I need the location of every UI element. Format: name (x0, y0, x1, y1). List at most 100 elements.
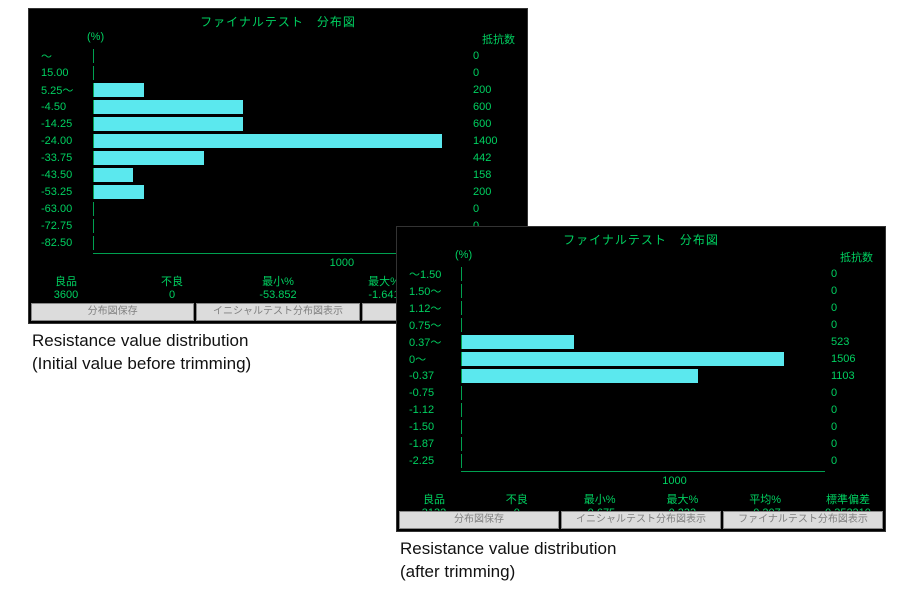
bin-label: -53.25 (41, 186, 93, 198)
bin-label: 5.25～ (41, 82, 93, 98)
panel-title: ファイナルテスト 分布図 (397, 227, 885, 248)
distribution-panel-after: ファイナルテスト 分布図 (%) 抵抗数 ～1.5001.50～01.12～00… (396, 226, 886, 532)
bin-label: ～1.50 (409, 266, 461, 282)
bar-row: ～0 (41, 47, 515, 64)
bar-track (93, 185, 467, 199)
bar-row: 15.00 0 (41, 64, 515, 81)
bar-track (461, 301, 825, 315)
stat-label: 平均% (740, 491, 790, 507)
bar-track (461, 318, 825, 332)
bin-label: -24.00 (41, 135, 93, 147)
bin-label: -0.37 (409, 370, 461, 382)
bar-row: 0.75～0 (409, 316, 873, 333)
bar (462, 352, 784, 366)
bar-row: -0.75 0 (409, 384, 873, 401)
bar (94, 100, 243, 114)
bar-track (93, 168, 467, 182)
stat-value: -53.852 (253, 289, 303, 301)
stat: 最小%-53.852 (253, 273, 303, 301)
bar-row: -1.50 0 (409, 418, 873, 435)
panel-button[interactable]: 分布図保存 (31, 303, 194, 321)
bin-label: -0.75 (409, 387, 461, 399)
count-value: 0 (825, 421, 873, 433)
x-axis-tick: 1000 (330, 257, 354, 269)
stat-label: 最小% (253, 273, 303, 289)
bar-row: -1.87 0 (409, 435, 873, 452)
count-value: 0 (825, 438, 873, 450)
button-row: 分布図保存イニシャルテスト分布図表示ファイナルテスト分布図表示 (397, 509, 885, 531)
bar-row: -53.25 200 (41, 183, 515, 200)
bar-row: -4.50 600 (41, 98, 515, 115)
count-value: 0 (825, 302, 873, 314)
count-value: 600 (467, 101, 515, 113)
bin-label: -1.50 (409, 421, 461, 433)
bar-track (461, 454, 825, 468)
count-value: 0 (467, 67, 515, 79)
bin-label: -43.50 (41, 169, 93, 181)
panel-button[interactable]: イニシャルテスト分布図表示 (196, 303, 359, 321)
bar-row: -2.250 (409, 452, 873, 469)
bar-track (461, 437, 825, 451)
x-axis-tick: 1000 (662, 475, 686, 487)
count-value: 442 (467, 152, 515, 164)
bar-chart: ～1.5001.50～01.12～00.75～00.37～5230～1506-0… (409, 265, 873, 469)
bin-label: -33.75 (41, 152, 93, 164)
bar-track (461, 386, 825, 400)
bar (94, 151, 204, 165)
stat-label: 不良 (492, 491, 542, 507)
stat-value: 3600 (41, 289, 91, 301)
caption-before: Resistance value distribution(Initial va… (32, 330, 251, 376)
bar-track (461, 369, 825, 383)
panel-button[interactable]: イニシャルテスト分布図表示 (561, 511, 721, 529)
bar-track (461, 267, 825, 281)
count-value: 0 (825, 285, 873, 297)
bar-row: 1.50～0 (409, 282, 873, 299)
stat: 良品3600 (41, 273, 91, 301)
bin-label: 0～ (409, 351, 461, 367)
bar-track (461, 335, 825, 349)
bin-label: -1.12 (409, 404, 461, 416)
count-value: 0 (467, 203, 515, 215)
count-value: 0 (825, 268, 873, 280)
bin-label: -63.00 (41, 203, 93, 215)
count-value: 0 (825, 455, 873, 467)
panel-button[interactable]: ファイナルテスト分布図表示 (723, 511, 883, 529)
bar-track (461, 403, 825, 417)
stat-label: 最小% (575, 491, 625, 507)
bar (94, 168, 133, 182)
bin-label: 0.37～ (409, 334, 461, 350)
count-value: 0 (825, 387, 873, 399)
count-value: 0 (467, 50, 515, 62)
bar-row: -24.00 1400 (41, 132, 515, 149)
count-header: 抵抗数 (840, 249, 873, 265)
bin-label: -72.75 (41, 220, 93, 232)
bin-label: 0.75～ (409, 317, 461, 333)
count-value: 1400 (467, 135, 515, 147)
count-value: 200 (467, 186, 515, 198)
bin-label: ～ (41, 48, 93, 64)
bar-track (93, 117, 467, 131)
bar-row: -43.50 158 (41, 166, 515, 183)
count-value: 523 (825, 336, 873, 348)
bar (94, 83, 144, 97)
count-value: 158 (467, 169, 515, 181)
count-value: 1103 (825, 370, 873, 382)
bar-track (461, 420, 825, 434)
bin-label: -1.87 (409, 438, 461, 450)
stat: 不良0 (147, 273, 197, 301)
bar-track (461, 352, 825, 366)
bar (94, 134, 442, 148)
panel-button[interactable]: 分布図保存 (399, 511, 559, 529)
bin-label: 15.00 (41, 67, 93, 79)
bar (94, 185, 144, 199)
bar-row: -63.00 0 (41, 200, 515, 217)
bar-row: ～1.50 0 (409, 265, 873, 282)
x-axis-label: (%) (87, 31, 104, 43)
bar-row: 1.12～0 (409, 299, 873, 316)
bar-track (93, 66, 467, 80)
bar-track (93, 100, 467, 114)
stat-value: 0 (147, 289, 197, 301)
bar-row: -33.75 442 (41, 149, 515, 166)
bin-label: -4.50 (41, 101, 93, 113)
bar-row: 0～1506 (409, 350, 873, 367)
